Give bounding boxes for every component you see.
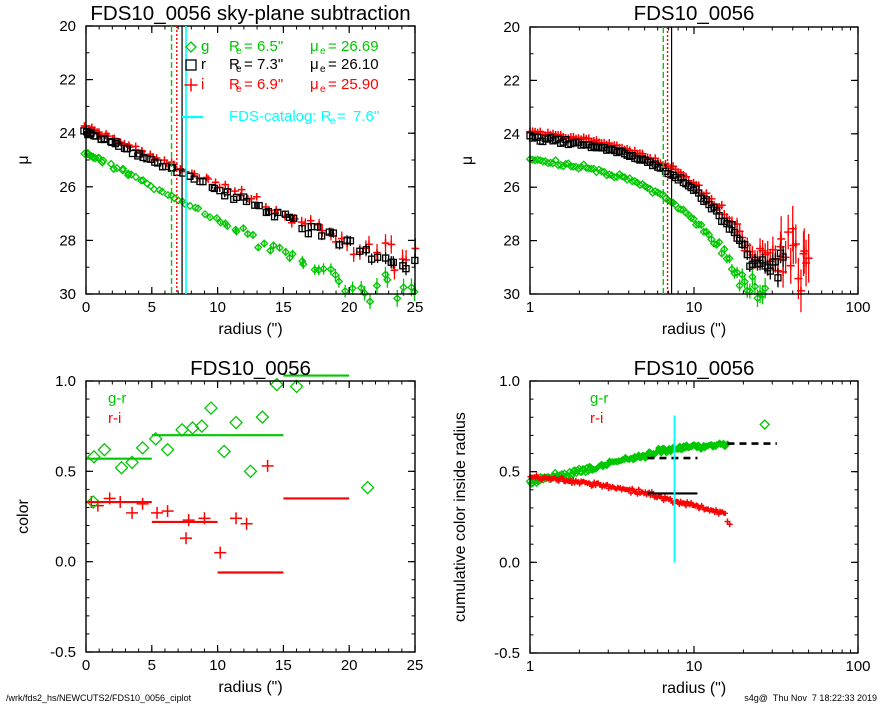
svg-text:cumulative color inside radius: cumulative color inside radius <box>452 412 469 622</box>
svg-text:i: i <box>201 76 204 93</box>
svg-text:FDS10_0056: FDS10_0056 <box>634 2 755 25</box>
svg-text:24: 24 <box>503 126 520 143</box>
svg-text:FDS10_0056 sky-plane subtracti: FDS10_0056 sky-plane subtraction <box>90 2 410 25</box>
svg-text:6.9": 6.9" <box>257 76 283 93</box>
svg-text:20: 20 <box>503 19 520 36</box>
svg-text:=: = <box>328 56 337 73</box>
svg-text:7.3": 7.3" <box>257 56 283 73</box>
svg-text:μ: μ <box>310 38 319 55</box>
svg-text:g: g <box>201 38 209 55</box>
svg-text:radius ("): radius (") <box>662 321 726 338</box>
svg-text:r-i: r-i <box>590 410 603 427</box>
svg-text:e: e <box>330 116 336 127</box>
svg-text:10: 10 <box>209 657 226 674</box>
svg-text:=: = <box>328 76 337 93</box>
svg-text:=: = <box>244 76 253 93</box>
svg-text:FDS-catalog: R: FDS-catalog: R <box>229 108 332 125</box>
svg-text:radius ("): radius (") <box>218 321 282 338</box>
svg-text:μ: μ <box>310 76 319 93</box>
svg-text:20: 20 <box>341 299 358 316</box>
svg-text:=: = <box>244 38 253 55</box>
svg-text:e: e <box>236 84 242 95</box>
svg-text:7.6": 7.6" <box>353 108 379 125</box>
svg-text:g-r: g-r <box>590 390 608 407</box>
svg-text:100: 100 <box>845 658 870 675</box>
svg-text:=: = <box>244 56 253 73</box>
svg-text:r-i: r-i <box>108 410 121 427</box>
svg-text:1: 1 <box>526 299 534 316</box>
svg-text:25: 25 <box>407 657 424 674</box>
svg-text:15: 15 <box>275 657 292 674</box>
svg-text:e: e <box>320 84 326 95</box>
svg-text:e: e <box>236 64 242 75</box>
svg-text:-0.5: -0.5 <box>50 644 76 661</box>
svg-text:0.0: 0.0 <box>55 554 76 571</box>
svg-text:15: 15 <box>275 299 292 316</box>
svg-text:20: 20 <box>341 657 358 674</box>
svg-text:30: 30 <box>503 286 520 303</box>
svg-text:22: 22 <box>503 72 520 89</box>
svg-text:e: e <box>320 46 326 57</box>
svg-text:0: 0 <box>82 299 90 316</box>
svg-text:26.10: 26.10 <box>341 56 379 73</box>
svg-text:=: = <box>328 38 337 55</box>
svg-text:24: 24 <box>59 125 76 142</box>
svg-text:5: 5 <box>148 299 156 316</box>
svg-text:=: = <box>337 108 346 125</box>
svg-text:0.5: 0.5 <box>55 463 76 480</box>
svg-text:10: 10 <box>209 299 226 316</box>
svg-text:25: 25 <box>407 299 424 316</box>
svg-text:26.69: 26.69 <box>341 38 379 55</box>
svg-text:5: 5 <box>148 657 156 674</box>
svg-text:g-r: g-r <box>108 390 126 407</box>
svg-text:color: color <box>15 498 32 533</box>
svg-text:0.0: 0.0 <box>499 554 520 571</box>
svg-text:20: 20 <box>59 18 76 35</box>
svg-text:25.90: 25.90 <box>341 76 379 93</box>
svg-text:100: 100 <box>845 299 870 316</box>
svg-text:0.5: 0.5 <box>499 464 520 481</box>
svg-text:μ: μ <box>310 56 319 73</box>
svg-text:0: 0 <box>82 657 90 674</box>
svg-text:22: 22 <box>59 72 76 89</box>
svg-text:FDS10_0056: FDS10_0056 <box>190 357 311 380</box>
svg-text:r: r <box>201 56 206 73</box>
svg-text:10: 10 <box>686 299 703 316</box>
svg-text:28: 28 <box>59 232 76 249</box>
svg-text:radius ("): radius (") <box>218 679 282 696</box>
svg-text:radius ("): radius (") <box>662 680 726 697</box>
svg-text:1: 1 <box>526 658 534 675</box>
svg-text:-0.5: -0.5 <box>494 645 520 662</box>
svg-text:26: 26 <box>503 179 520 196</box>
svg-text:10: 10 <box>686 658 703 675</box>
svg-text:26: 26 <box>59 179 76 196</box>
svg-text:30: 30 <box>59 286 76 303</box>
svg-text:28: 28 <box>503 233 520 250</box>
svg-text:6.5": 6.5" <box>257 38 283 55</box>
svg-text:1.0: 1.0 <box>499 373 520 390</box>
svg-text:μ: μ <box>15 155 32 164</box>
svg-text:1.0: 1.0 <box>55 373 76 390</box>
svg-text:μ: μ <box>459 156 476 165</box>
svg-text:FDS10_0056: FDS10_0056 <box>634 357 755 380</box>
svg-text:e: e <box>320 64 326 75</box>
